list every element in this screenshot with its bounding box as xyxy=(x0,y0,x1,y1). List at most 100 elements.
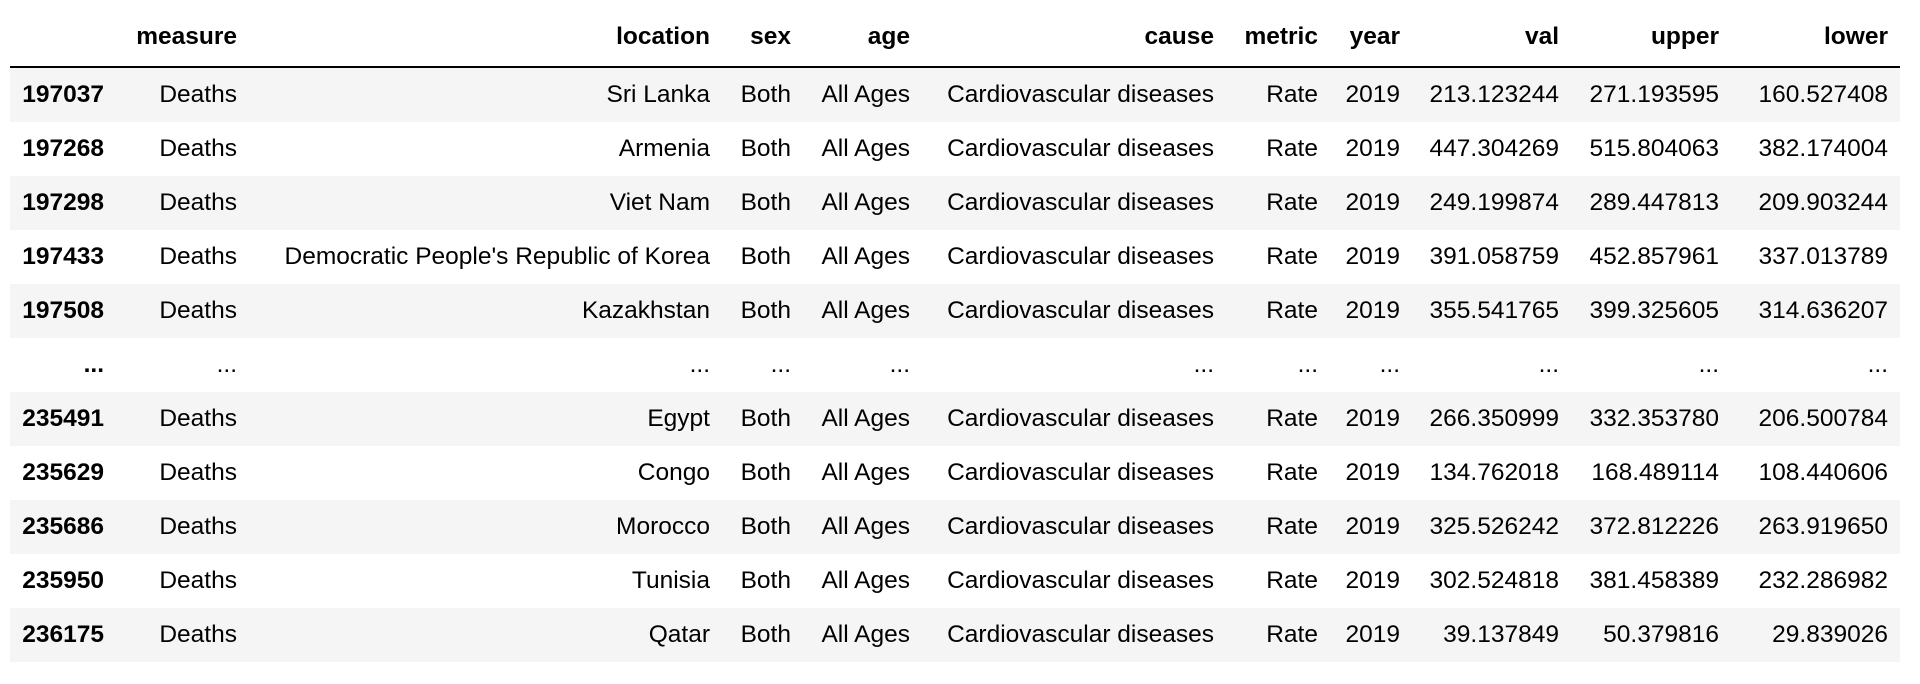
cell-metric: Rate xyxy=(1266,567,1318,594)
cell-cause: Cardiovascular diseases xyxy=(947,567,1214,594)
cell-val: 266.350999 xyxy=(1429,405,1559,432)
row-index: 235629 xyxy=(22,459,104,486)
cell-metric: Rate xyxy=(1266,297,1318,324)
cell-age: ... xyxy=(889,351,910,378)
cell-val: ... xyxy=(1538,351,1559,378)
table-row: 197508 Deaths Kazakhstan Both All Ages C… xyxy=(10,284,1900,338)
cell-location: Congo xyxy=(637,459,710,486)
cell-sex: Both xyxy=(740,567,791,594)
cell-cause: Cardiovascular diseases xyxy=(947,513,1214,540)
cell-location: Sri Lanka xyxy=(606,81,710,108)
cell-upper: 50.379816 xyxy=(1603,621,1719,648)
table-row: 197298 Deaths Viet Nam Both All Ages Car… xyxy=(10,176,1900,230)
cell-sex: Both xyxy=(740,297,791,324)
cell-metric: Rate xyxy=(1266,243,1318,270)
cell-cause: Cardiovascular diseases xyxy=(947,621,1214,648)
table-header: measure location sex age cause metric ye… xyxy=(10,16,1900,68)
cell-age: All Ages xyxy=(821,459,910,486)
cell-age: All Ages xyxy=(821,189,910,216)
cell-val: 325.526242 xyxy=(1429,513,1559,540)
cell-measure: Deaths xyxy=(159,243,237,270)
cell-val: 447.304269 xyxy=(1429,135,1559,162)
cell-metric: Rate xyxy=(1266,189,1318,216)
cell-sex: Both xyxy=(740,81,791,108)
cell-location: Democratic People's Republic of Korea xyxy=(284,243,710,270)
cell-upper: 381.458389 xyxy=(1589,567,1719,594)
cell-measure: Deaths xyxy=(159,405,237,432)
cell-upper: 515.804063 xyxy=(1589,135,1719,162)
cell-location: Armenia xyxy=(618,135,710,162)
cell-location: Kazakhstan xyxy=(581,297,710,324)
cell-sex: Both xyxy=(740,243,791,270)
cell-year: 2019 xyxy=(1345,135,1400,162)
cell-metric: Rate xyxy=(1266,405,1318,432)
cell-year: 2019 xyxy=(1345,405,1400,432)
cell-location: Egypt xyxy=(647,405,710,432)
cell-year: 2019 xyxy=(1345,567,1400,594)
table-row: 235491 Deaths Egypt Both All Ages Cardio… xyxy=(10,392,1900,446)
column-header-cause: cause xyxy=(922,16,1226,68)
row-index: 197433 xyxy=(22,243,104,270)
column-header-upper: upper xyxy=(1571,16,1731,68)
cell-year: 2019 xyxy=(1345,459,1400,486)
cell-measure: Deaths xyxy=(159,621,237,648)
cell-cause: Cardiovascular diseases xyxy=(947,405,1214,432)
cell-location: Qatar xyxy=(648,621,710,648)
cell-sex: ... xyxy=(770,351,791,378)
cell-cause: Cardiovascular diseases xyxy=(947,243,1214,270)
cell-year: 2019 xyxy=(1345,243,1400,270)
cell-year: 2019 xyxy=(1345,513,1400,540)
cell-upper: 399.325605 xyxy=(1589,297,1719,324)
cell-val: 134.762018 xyxy=(1429,459,1559,486)
cell-lower: 232.286982 xyxy=(1758,567,1888,594)
cell-year: 2019 xyxy=(1345,297,1400,324)
header-row: measure location sex age cause metric ye… xyxy=(10,16,1900,68)
ellipsis-row: ... ... ... ... ... ... ... ... ... ... … xyxy=(10,338,1900,392)
cell-lower: 382.174004 xyxy=(1758,135,1888,162)
cell-location: Tunisia xyxy=(631,567,710,594)
cell-metric: Rate xyxy=(1266,459,1318,486)
cell-val: 302.524818 xyxy=(1429,567,1559,594)
table-row: 235686 Deaths Morocco Both All Ages Card… xyxy=(10,500,1900,554)
cell-age: All Ages xyxy=(821,243,910,270)
cell-age: All Ages xyxy=(821,621,910,648)
cell-upper: 452.857961 xyxy=(1589,243,1719,270)
cell-measure: Deaths xyxy=(159,459,237,486)
cell-lower: 209.903244 xyxy=(1758,189,1888,216)
cell-cause: Cardiovascular diseases xyxy=(947,81,1214,108)
row-index: 236175 xyxy=(22,621,104,648)
table-row: 197037 Deaths Sri Lanka Both All Ages Ca… xyxy=(10,67,1900,122)
cell-sex: Both xyxy=(740,135,791,162)
cell-lower: 314.636207 xyxy=(1758,297,1888,324)
cell-location: Viet Nam xyxy=(609,189,710,216)
cell-measure: Deaths xyxy=(159,513,237,540)
cell-lower: 29.839026 xyxy=(1772,621,1888,648)
cell-age: All Ages xyxy=(821,567,910,594)
cell-val: 355.541765 xyxy=(1429,297,1559,324)
cell-metric: Rate xyxy=(1266,135,1318,162)
row-index: 235686 xyxy=(22,513,104,540)
dataframe-output: measure location sex age cause metric ye… xyxy=(10,16,1900,662)
table-row: 197268 Deaths Armenia Both All Ages Card… xyxy=(10,122,1900,176)
cell-metric: Rate xyxy=(1266,513,1318,540)
row-index: ... xyxy=(83,351,104,378)
column-header-metric: metric xyxy=(1226,16,1330,68)
cell-measure: Deaths xyxy=(159,297,237,324)
table-row: 235629 Deaths Congo Both All Ages Cardio… xyxy=(10,446,1900,500)
cell-year: ... xyxy=(1379,351,1400,378)
row-index: 197268 xyxy=(22,135,104,162)
cell-measure: ... xyxy=(216,351,237,378)
cell-lower: 263.919650 xyxy=(1758,513,1888,540)
cell-sex: Both xyxy=(740,405,791,432)
row-index: 197037 xyxy=(22,81,104,108)
cell-upper: 168.489114 xyxy=(1591,459,1719,486)
cell-upper: ... xyxy=(1698,351,1719,378)
cell-upper: 372.812226 xyxy=(1589,513,1719,540)
row-index: 197298 xyxy=(22,189,104,216)
cell-sex: Both xyxy=(740,621,791,648)
cell-sex: Both xyxy=(740,459,791,486)
cell-cause: ... xyxy=(1193,351,1214,378)
cell-age: All Ages xyxy=(821,513,910,540)
cell-measure: Deaths xyxy=(159,567,237,594)
column-header-location: location xyxy=(249,16,722,68)
